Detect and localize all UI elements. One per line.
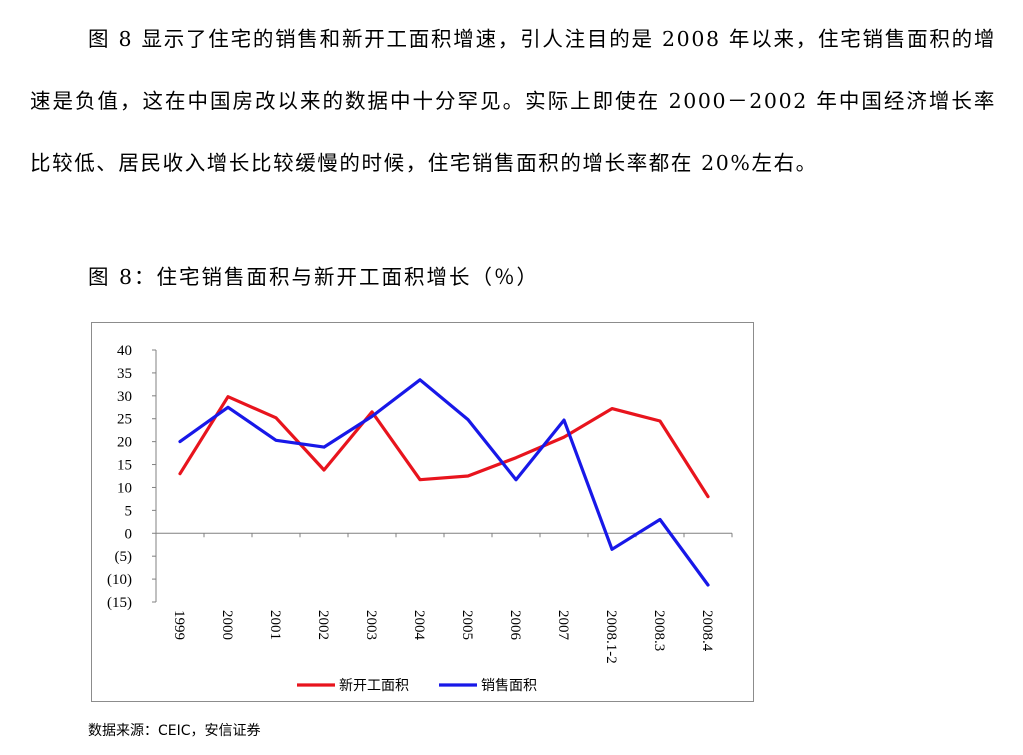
x-tick-label: 2000: [219, 610, 235, 640]
y-tick-label: 30: [117, 389, 132, 405]
x-tick-label: 2008.3: [651, 610, 667, 651]
legend-label-0: 新开工面积: [339, 678, 409, 694]
x-tick-label: 2007: [555, 610, 571, 641]
x-tick-label: 1999: [171, 610, 187, 640]
y-tick-label: (15): [107, 595, 132, 611]
y-tick-label: 15: [117, 458, 132, 474]
figure-title: 图 8：住宅销售面积与新开工面积增长（％）: [88, 265, 540, 289]
x-tick-label: 2008.4: [699, 610, 715, 652]
x-tick-label: 2003: [363, 610, 379, 640]
x-tick-label: 2002: [315, 610, 331, 640]
y-tick-label: 0: [125, 526, 133, 542]
y-tick-label: 5: [125, 503, 133, 519]
y-tick-label: 40: [117, 343, 132, 359]
data-source: 数据来源：CEIC，安信证券: [88, 723, 261, 739]
y-tick-label: 10: [117, 480, 132, 496]
y-tick-label: 35: [117, 366, 132, 382]
y-tick-label: (10): [107, 572, 132, 588]
y-tick-label: (5): [115, 549, 133, 565]
x-tick-label: 2008.1-2: [603, 610, 619, 664]
chart-svg: 40 35 30 25 20 15 10 5 0 (5) (10) (15) 1999 2000 2001 2…: [107, 343, 733, 694]
legend-label-1: 销售面积: [481, 678, 537, 694]
x-tick-label: 2005: [459, 610, 475, 640]
x-tick-label: 2006: [507, 610, 523, 641]
x-tick-label: 2001: [267, 610, 283, 640]
series-line-1: [178, 378, 710, 587]
y-tick-label: 25: [117, 412, 132, 428]
body-paragraph: 图 8 显示了住宅的销售和新开工面积增速，引人注目的是 2008 年以来，住宅销…: [30, 27, 996, 175]
x-tick-label: 2004: [411, 610, 427, 641]
y-tick-label: 20: [117, 435, 132, 451]
line-chart: 40 35 30 25 20 15 10 5 0 (5) (10) (15) 1999 2000 2001 2…: [91, 322, 754, 702]
series-line-0: [178, 395, 710, 499]
